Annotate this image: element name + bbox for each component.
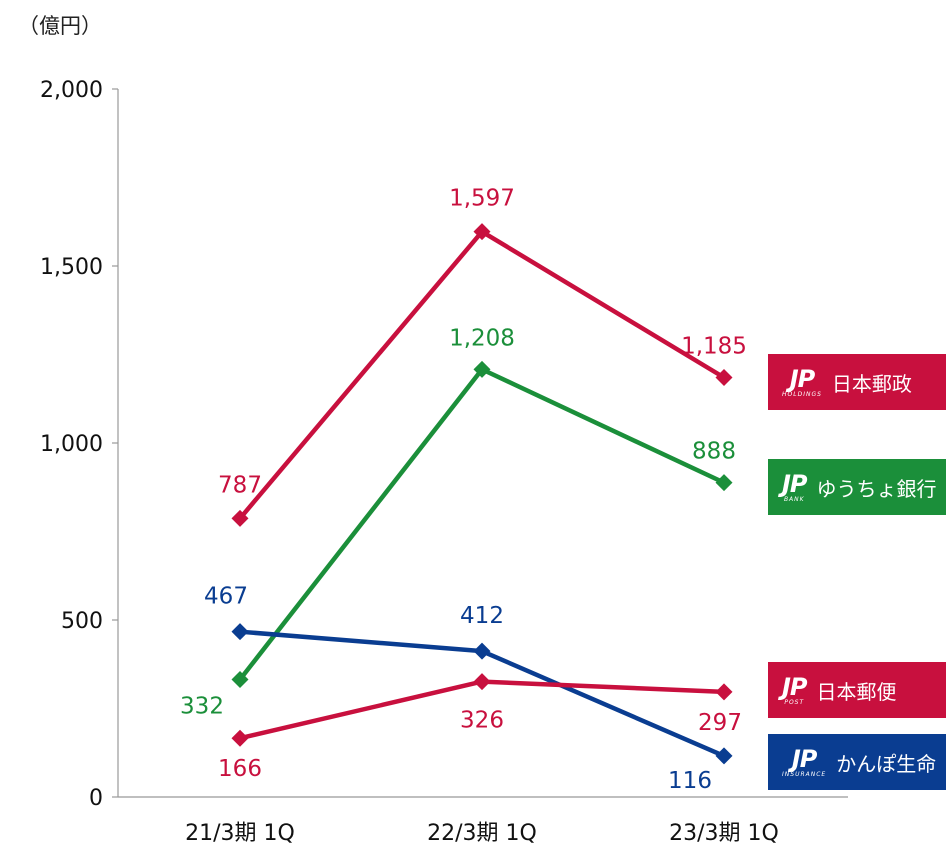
data-point-bank	[231, 670, 249, 688]
data-point-holdings	[715, 369, 733, 387]
jp-insurance-logo-icon: JP INSURANCE	[782, 744, 827, 778]
data-label-holdings: 787	[218, 472, 262, 498]
data-label-holdings: 1,185	[681, 334, 747, 360]
data-label-post: 326	[460, 708, 504, 734]
x-tick-label: 23/3期 1Q	[669, 821, 779, 846]
legend-post: JP POST 日本郵便	[768, 662, 946, 718]
y-tick-label: 1,000	[40, 432, 103, 457]
data-point-holdings	[473, 223, 491, 241]
y-tick-label: 2,000	[40, 78, 103, 103]
data-label-bank: 332	[180, 693, 224, 719]
chart-series	[231, 223, 733, 765]
y-tick-label: 1,500	[40, 255, 103, 280]
y-tick-label: 0	[89, 786, 103, 811]
unit-label: （億円）	[18, 14, 102, 38]
legend-label-holdings: 日本郵政	[831, 371, 912, 396]
legend-insurance: JP INSURANCE かんぽ生命	[768, 734, 946, 790]
jp-post-logo-icon: JP POST	[782, 672, 808, 706]
chart-data-labels: 787 1,597 1,185 332 1,208 888 467 412 116 166 326 2…	[180, 186, 747, 794]
data-point-bank	[715, 474, 733, 492]
series-line-bank	[238, 367, 725, 681]
legend-label-post: 日本郵便	[816, 679, 897, 704]
data-label-insurance: 467	[204, 584, 248, 610]
data-point-insurance	[231, 623, 249, 641]
legend-holdings: JP HOLDINGS 日本郵政	[768, 354, 946, 410]
data-point-post	[715, 683, 733, 701]
x-tick-label: 21/3期 1Q	[185, 821, 295, 846]
data-point-insurance	[715, 747, 733, 765]
data-label-holdings: 1,597	[449, 186, 515, 212]
jp-bank-logo-icon: JP BANK	[782, 469, 808, 503]
x-tick-label: 22/3期 1Q	[427, 821, 537, 846]
data-label-insurance: 116	[668, 768, 712, 794]
data-label-insurance: 412	[460, 603, 504, 629]
data-label-bank: 1,208	[449, 325, 515, 351]
chart-axes: 0 500 1,000 1,500 2,000 21/3期 1Q 22/3期 1Q 23/3期…	[40, 78, 848, 846]
data-point-bank	[473, 360, 491, 378]
data-label-post: 297	[698, 710, 742, 736]
data-label-post: 166	[218, 756, 262, 782]
legend-label-insurance: かんぽ生命	[836, 751, 937, 776]
data-point-holdings	[231, 509, 249, 527]
data-point-post	[473, 673, 491, 691]
data-label-bank: 888	[692, 439, 736, 465]
data-point-post	[231, 729, 249, 747]
y-tick-label: 500	[61, 609, 103, 634]
legend-bank: JP BANK ゆうちょ銀行	[768, 459, 946, 515]
jp-holdings-logo-icon: JP HOLDINGS	[782, 364, 822, 398]
data-point-insurance	[473, 642, 491, 660]
legend-label-bank: ゆうちょ銀行	[816, 476, 937, 501]
